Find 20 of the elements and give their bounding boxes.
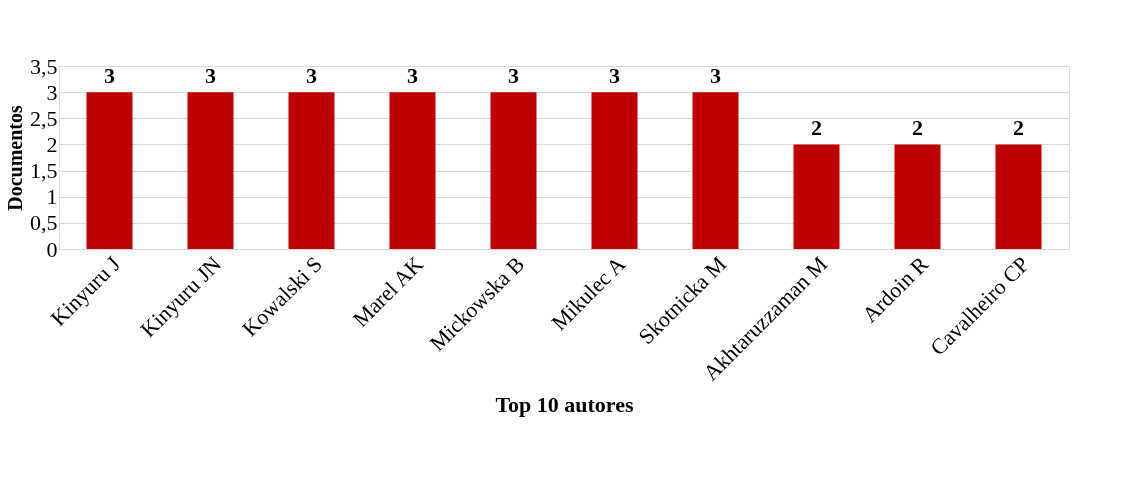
y-tick-label: 3,5 — [30, 53, 58, 79]
y-tick-label: 2,5 — [30, 105, 58, 131]
data-label: 3 — [104, 63, 115, 89]
y-tick-label: 1,5 — [30, 158, 58, 184]
y-tick-label: 1 — [46, 184, 58, 210]
data-label: 3 — [508, 63, 519, 89]
data-label: 3 — [609, 63, 620, 89]
y-axis-title: Documentos — [4, 105, 26, 211]
y-tick-label: 3 — [46, 79, 58, 105]
data-label: 2 — [1013, 115, 1024, 141]
data-label: 3 — [205, 63, 216, 89]
data-label: 2 — [811, 115, 822, 141]
data-label: 3 — [710, 63, 721, 89]
y-tick-label: 2 — [46, 131, 58, 157]
x-axis-title: Top 10 autores — [495, 391, 634, 417]
y-tick-label: 0,5 — [30, 210, 58, 236]
y-tick-label: 0 — [46, 236, 58, 262]
data-label: 2 — [912, 115, 923, 141]
data-label: 3 — [306, 63, 317, 89]
data-label: 3 — [407, 63, 418, 89]
